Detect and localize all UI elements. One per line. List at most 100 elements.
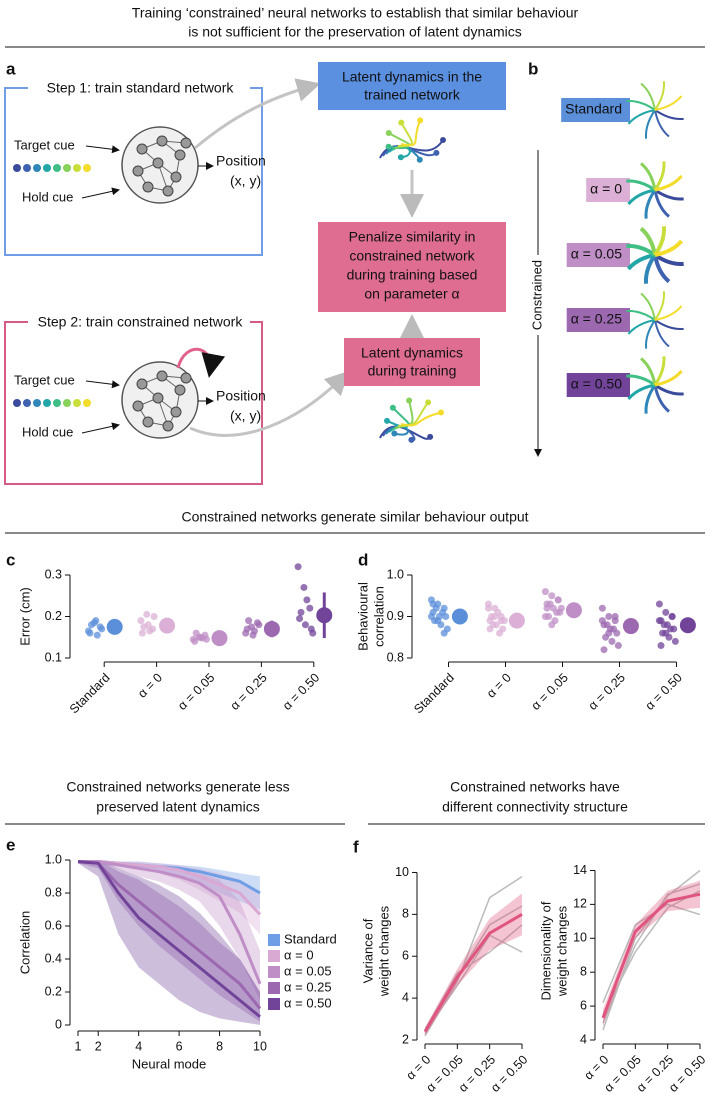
condition-label: α = 0.05 (571, 246, 623, 262)
condition-label: Standard (565, 101, 622, 117)
point (662, 629, 670, 637)
point (440, 629, 448, 637)
panel-label: c (6, 550, 15, 569)
reach (640, 357, 657, 386)
y-tick-label: 8 (402, 907, 409, 921)
condition-label: α = 0.50 (571, 376, 623, 392)
band (425, 893, 522, 1036)
reach (654, 81, 666, 111)
cue-dot (73, 164, 81, 172)
point (603, 621, 611, 629)
neuron (156, 370, 168, 382)
cue-dot (33, 399, 41, 407)
box-text: trained network (364, 87, 461, 103)
run-line (602, 890, 701, 1015)
section-title: Constrained networks generate similar be… (181, 509, 528, 525)
y-tick-label: 0.2 (45, 984, 62, 998)
y-axis-label: weight changes (376, 905, 391, 997)
reach (627, 319, 656, 335)
reach (644, 319, 656, 349)
condition-box (566, 243, 630, 267)
band (78, 860, 260, 935)
cue-dot (63, 164, 71, 172)
cue-dot (23, 164, 31, 172)
condition-label: α = 0 (590, 181, 622, 197)
reach (654, 175, 683, 192)
box-text: on parameter α (364, 286, 459, 302)
y-tick-label: 14 (573, 863, 587, 877)
trajectory-end (433, 149, 440, 156)
neuron (132, 400, 144, 412)
reach (654, 383, 684, 396)
point (605, 629, 613, 637)
neuron (142, 181, 154, 193)
x-tick-label: α = 0.05 (175, 671, 217, 713)
point (598, 604, 606, 612)
legend-swatch (268, 982, 280, 994)
point (255, 621, 263, 629)
x-tick-label: α = 0 (403, 1053, 433, 1083)
reach (654, 291, 666, 321)
neuron (180, 372, 192, 384)
trajectory-end (385, 143, 392, 150)
y-tick-label: 10 (573, 931, 587, 945)
point (303, 596, 311, 604)
cue-dot (63, 399, 71, 407)
y-tick-label: 0.3 (45, 567, 62, 581)
point (306, 604, 314, 612)
panel-label: a (6, 59, 16, 78)
run-line (424, 924, 523, 1030)
reach (627, 109, 656, 125)
reach (654, 109, 670, 138)
point (87, 621, 95, 629)
x-tick-label: α = 0.50 (280, 671, 322, 713)
trajectory-end (398, 119, 405, 126)
y-tick-label: 4 (580, 1032, 587, 1046)
output-label: Position (216, 153, 266, 169)
y-axis-label: Variance of (360, 918, 375, 983)
trajectory-end (384, 417, 391, 424)
point (605, 613, 613, 620)
band (603, 880, 700, 1027)
reach (640, 162, 657, 191)
point (657, 642, 665, 650)
point (541, 588, 549, 596)
arrow (81, 187, 120, 199)
reach (654, 188, 684, 201)
reach (654, 370, 683, 387)
reach (653, 226, 667, 257)
y-tick-label: 0.2 (45, 609, 62, 623)
figure-title: is not sufficient for the preservation o… (188, 24, 522, 40)
axis-label: Constrained (529, 260, 544, 330)
point (296, 615, 304, 623)
trajectory (397, 401, 429, 427)
reach (654, 319, 684, 331)
point (439, 608, 447, 616)
point (309, 629, 317, 637)
y-axis-label: Error (cm) (17, 587, 32, 646)
trajectory-end (425, 399, 432, 406)
cue-dot (43, 399, 51, 407)
point (600, 646, 608, 654)
arrow (85, 145, 120, 154)
cue-dot (23, 399, 31, 407)
legend-label: α = 0.50 (284, 995, 332, 1010)
reach (626, 374, 656, 387)
neuron (174, 149, 186, 161)
reach (644, 384, 657, 414)
point (484, 604, 492, 612)
panel-label: e (6, 835, 15, 854)
y-tick-label: 4 (402, 990, 409, 1004)
reach (654, 319, 670, 348)
point (554, 596, 562, 604)
point (146, 627, 154, 635)
point (137, 617, 145, 625)
line (77, 860, 261, 1018)
neuron (156, 135, 168, 147)
arrow (85, 380, 120, 389)
mean (508, 612, 525, 629)
output-label: Position (216, 388, 266, 404)
y-tick-label: 6 (580, 998, 587, 1012)
neuron (152, 157, 164, 169)
